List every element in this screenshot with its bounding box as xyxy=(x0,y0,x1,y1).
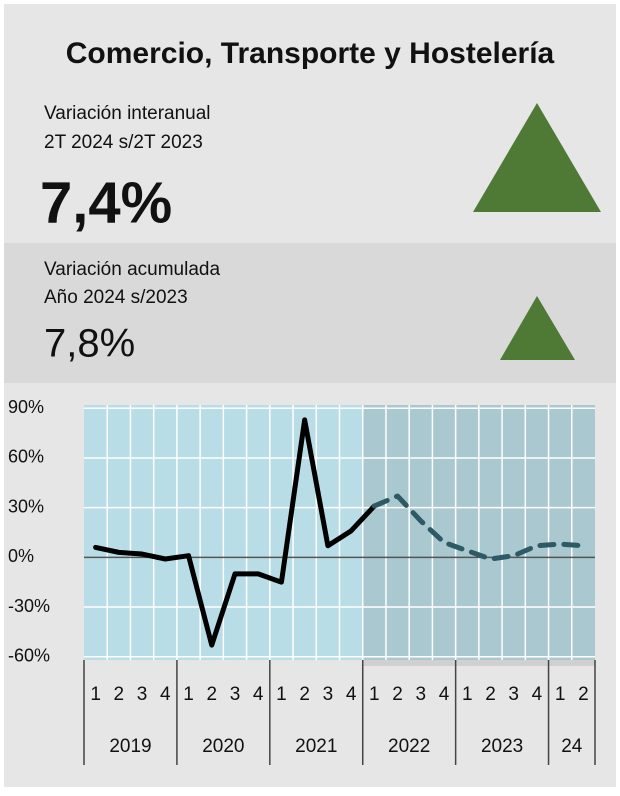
kpi-label: 2T 2024 s/2T 2023 xyxy=(44,132,203,153)
line-dashed xyxy=(371,493,586,562)
x-tick-label: 3 xyxy=(230,684,241,705)
x-tick-label: 2 xyxy=(206,684,217,705)
x-tick-label: 2 xyxy=(114,684,125,705)
x-tick-label: 4 xyxy=(439,684,450,705)
x-tick-label: 1 xyxy=(555,684,566,705)
kpi-value: 7,4% xyxy=(40,170,172,235)
x-tick-label: 4 xyxy=(160,684,171,705)
x-tick-label: 2 xyxy=(299,684,310,705)
x-tick-label: 3 xyxy=(416,684,427,705)
up-arrow xyxy=(500,296,575,360)
y-tick-label: -30% xyxy=(8,596,50,616)
shaded-foot xyxy=(362,660,595,666)
x-tick-label: 3 xyxy=(137,684,148,705)
line-solid xyxy=(93,417,377,648)
x-tick-label: 4 xyxy=(253,684,264,705)
title: Comercio, Transporte y Hostelería xyxy=(66,37,555,70)
chart: -60%-30%0%30%60%90%1 2 3 4 1 2 3 4 1 2 3 4 1 2 3 4 1 2 3 4 1… xyxy=(8,397,596,765)
x-tick-label: 2 xyxy=(485,684,496,705)
y-tick-label: 30% xyxy=(8,496,44,516)
y-tick-label: 0% xyxy=(8,546,34,566)
year-label: 2023 xyxy=(481,736,523,757)
x-tick-label: 1 xyxy=(90,684,101,705)
x-tick-label: 4 xyxy=(532,684,543,705)
x-tick-label: 3 xyxy=(508,684,519,705)
year-label: 2020 xyxy=(202,736,244,757)
x-tick-label: 4 xyxy=(346,684,357,705)
x-tick-label: 1 xyxy=(369,684,380,705)
y-tick-label: 90% xyxy=(8,397,44,417)
kpi-label: Variación acumulada xyxy=(44,259,220,280)
x-tick-label: 1 xyxy=(462,684,473,705)
x-tick-label: 2 xyxy=(578,684,589,705)
x-tick-label: 1 xyxy=(183,684,194,705)
year-label: 2022 xyxy=(388,736,430,757)
x-tick-label: 1 xyxy=(276,684,287,705)
year-label: 2019 xyxy=(109,736,151,757)
year-label: 2021 xyxy=(295,736,337,757)
kpi-label: Variación interanual xyxy=(44,103,211,124)
x-tick-label: 2 xyxy=(392,684,403,705)
kpi-label: Año 2024 s/2023 xyxy=(44,287,188,308)
up-arrow xyxy=(473,103,601,212)
y-tick-label: 60% xyxy=(8,447,44,467)
kpi-value: 7,8% xyxy=(44,322,135,366)
year-label: 24 xyxy=(561,736,583,757)
y-tick-label: -60% xyxy=(8,645,50,665)
x-tick-label: 3 xyxy=(323,684,334,705)
